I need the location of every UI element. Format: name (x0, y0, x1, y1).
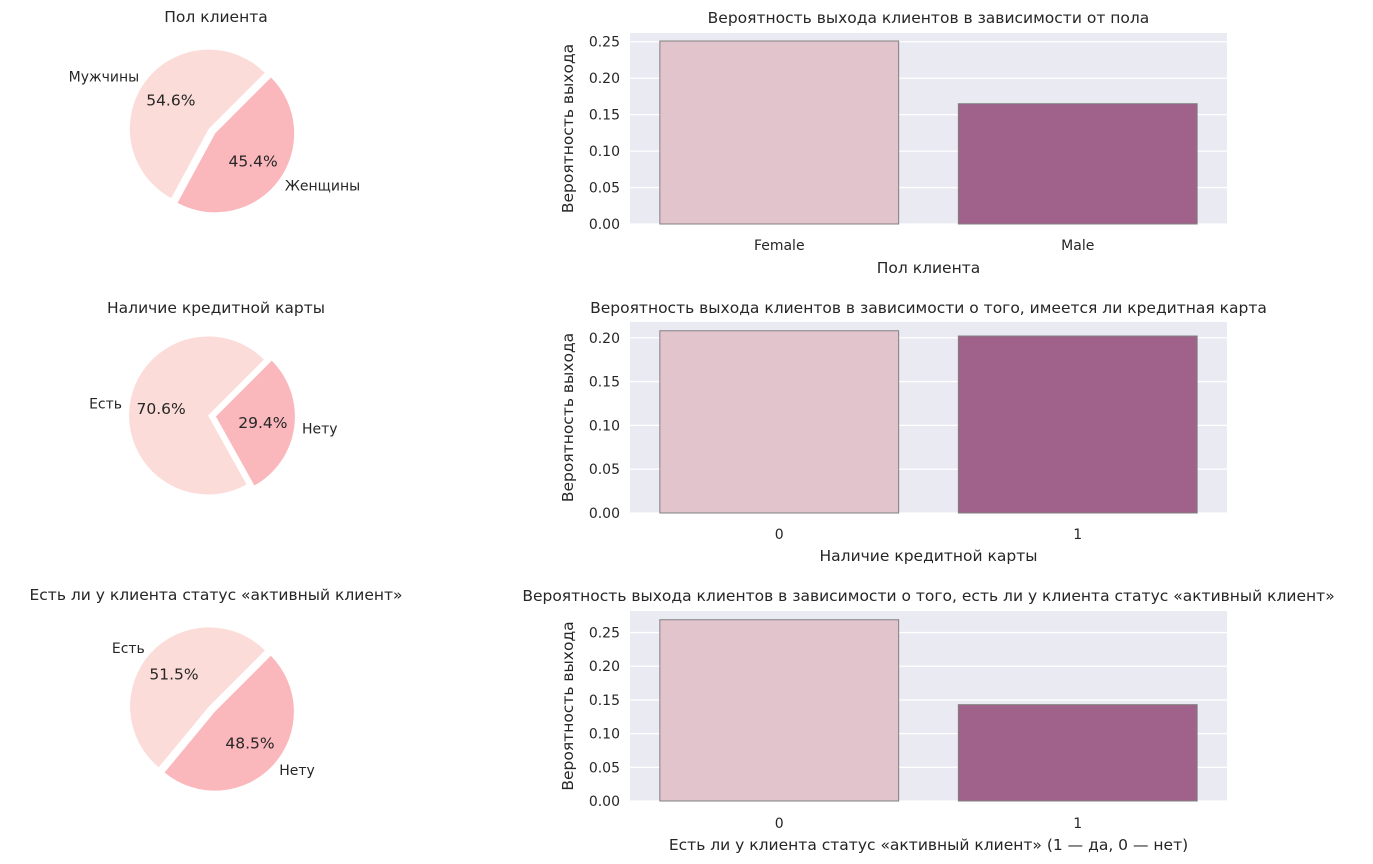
y-axis-label: Вероятность выхода (559, 44, 577, 213)
y-tick-label: 0.10 (589, 418, 620, 434)
y-tick-label: 0.15 (589, 693, 620, 709)
y-tick-label: 0.15 (589, 375, 620, 391)
pie-slice-label: Нету (302, 422, 338, 438)
y-tick-label: 0.05 (589, 181, 620, 197)
y-tick-label: 0.20 (589, 331, 620, 347)
pie-slice (177, 77, 295, 213)
pie-percent-label: 45.4% (229, 153, 278, 171)
pie-percent-label: 70.6% (137, 400, 186, 418)
x-tick-label: Male (1061, 238, 1094, 254)
x-tick-label: 1 (1073, 527, 1082, 543)
bar-chart-1: 0.00 0.05 0.10 0.15 0.20 0.25 Female Male Вероят… (559, 9, 1227, 277)
x-tick-label: 1 (1073, 816, 1082, 832)
pie-chart-2: Наличие кредитной карты 70.6% Есть 29.4% Нет… (89, 299, 338, 495)
pie-slice-label: Есть (112, 641, 145, 657)
y-axis-label: Вероятность выхода (559, 621, 577, 790)
x-axis-label: Пол клиента (877, 259, 981, 277)
pie-title: Есть ли у клиента статус «активный клиен… (29, 586, 402, 604)
pie-percent-label: 51.5% (149, 665, 198, 683)
x-tick-label: Female (754, 238, 805, 254)
bar-chart-3: 0.00 0.05 0.10 0.15 0.20 0.25 0 1 Вероятность вы… (522, 587, 1334, 854)
pie-title: Пол клиента (164, 8, 268, 26)
pie-slice (130, 627, 265, 768)
y-axis-label: Вероятность выхода (559, 333, 577, 502)
y-tick-label: 0.10 (589, 144, 620, 160)
bar (659, 330, 900, 514)
bar (957, 335, 1198, 514)
y-tick-label: 0.25 (589, 626, 620, 642)
y-tick-label: 0.00 (589, 217, 620, 233)
bar-chart-2: 0.00 0.05 0.10 0.15 0.20 0 1 Вероятность выхода… (559, 299, 1267, 565)
bar (659, 40, 900, 225)
pie-slice (164, 655, 294, 791)
pie-slice (129, 336, 264, 495)
pie-chart-3: Есть ли у клиента статус «активный клиен… (29, 586, 403, 791)
x-axis-label: Есть ли у клиента статус «активный клиен… (669, 836, 1188, 854)
y-tick-label: 0.15 (589, 108, 620, 124)
pie-slice (215, 360, 295, 486)
pie-slice-label: Женщины (285, 178, 360, 194)
y-tick-label: 0.20 (589, 71, 620, 87)
bar-title: Вероятность выхода клиентов в зависимост… (590, 299, 1267, 317)
pie-percent-label: 54.6% (146, 91, 195, 109)
pie-percent-label: 48.5% (225, 735, 274, 753)
x-tick-label: 0 (775, 816, 784, 832)
y-tick-label: 0.10 (589, 727, 620, 743)
pie-chart-1: Пол клиента 54.6% Мужчины 45.4% Женщины (69, 8, 360, 213)
bar (957, 704, 1198, 802)
pie-percent-label: 29.4% (238, 414, 287, 432)
bar-title: Вероятность выхода клиентов в зависимост… (708, 9, 1150, 27)
pie-slice-label: Есть (89, 396, 122, 412)
bar-title: Вероятность выхода клиентов в зависимост… (522, 587, 1334, 605)
y-tick-label: 0.20 (589, 659, 620, 675)
pie-slice (129, 49, 265, 199)
bar (659, 619, 900, 802)
y-tick-label: 0.00 (589, 506, 620, 522)
x-axis-label: Наличие кредитной карты (820, 547, 1038, 565)
pie-slice-label: Нету (279, 763, 315, 779)
y-tick-label: 0.05 (589, 760, 620, 776)
pie-title: Наличие кредитной карты (107, 299, 325, 317)
bar (957, 103, 1198, 225)
y-tick-label: 0.25 (589, 35, 620, 51)
pie-slice-label: Мужчины (69, 70, 140, 86)
x-tick-label: 0 (775, 527, 784, 543)
y-tick-label: 0.05 (589, 462, 620, 478)
y-tick-label: 0.00 (589, 794, 620, 810)
